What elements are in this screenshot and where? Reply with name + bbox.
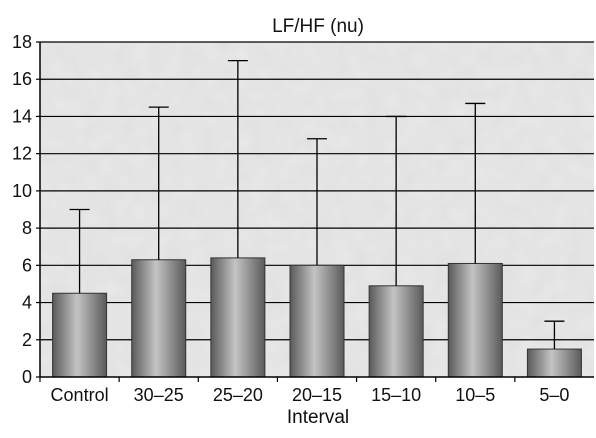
- bar: [368, 285, 424, 378]
- bars: [52, 257, 582, 378]
- y-tick-labels: 0 2 4 6 8 10 12 14 16 18: [12, 32, 40, 387]
- y-tick-label: 18: [12, 32, 32, 52]
- y-tick-label: 6: [22, 255, 32, 275]
- y-tick-label: 2: [22, 330, 32, 350]
- x-tick-label: 10–5: [455, 385, 495, 405]
- axes: [39, 42, 594, 378]
- chart-title: LF/HF (nu): [272, 16, 364, 37]
- bar: [289, 264, 345, 378]
- x-axis-label: Interval: [287, 407, 349, 428]
- bar: [447, 262, 503, 378]
- y-tick-label: 10: [12, 181, 32, 201]
- bar: [131, 259, 187, 378]
- bar: [526, 348, 582, 378]
- y-tick-label: 8: [22, 218, 32, 238]
- error-bars: [69, 59, 565, 350]
- y-tick-label: 12: [12, 144, 32, 164]
- x-tick-label: Control: [51, 385, 109, 405]
- x-tick-label: 15–10: [371, 385, 421, 405]
- x-tick-label: 5–0: [539, 385, 569, 405]
- y-tick-label: 14: [12, 106, 32, 126]
- y-tick-label: 4: [22, 293, 32, 313]
- bar: [52, 292, 108, 378]
- y-tick-label: 0: [22, 367, 32, 387]
- x-tick-label: 20–15: [292, 385, 342, 405]
- x-tick-label: 30–25: [134, 385, 184, 405]
- y-tick-label: 16: [12, 69, 32, 89]
- x-tick-label: 25–20: [213, 385, 263, 405]
- x-tick-labels: Control 30–25 25–20 20–15 15–10 10–5 5–0: [39, 377, 569, 405]
- bar: [210, 257, 266, 378]
